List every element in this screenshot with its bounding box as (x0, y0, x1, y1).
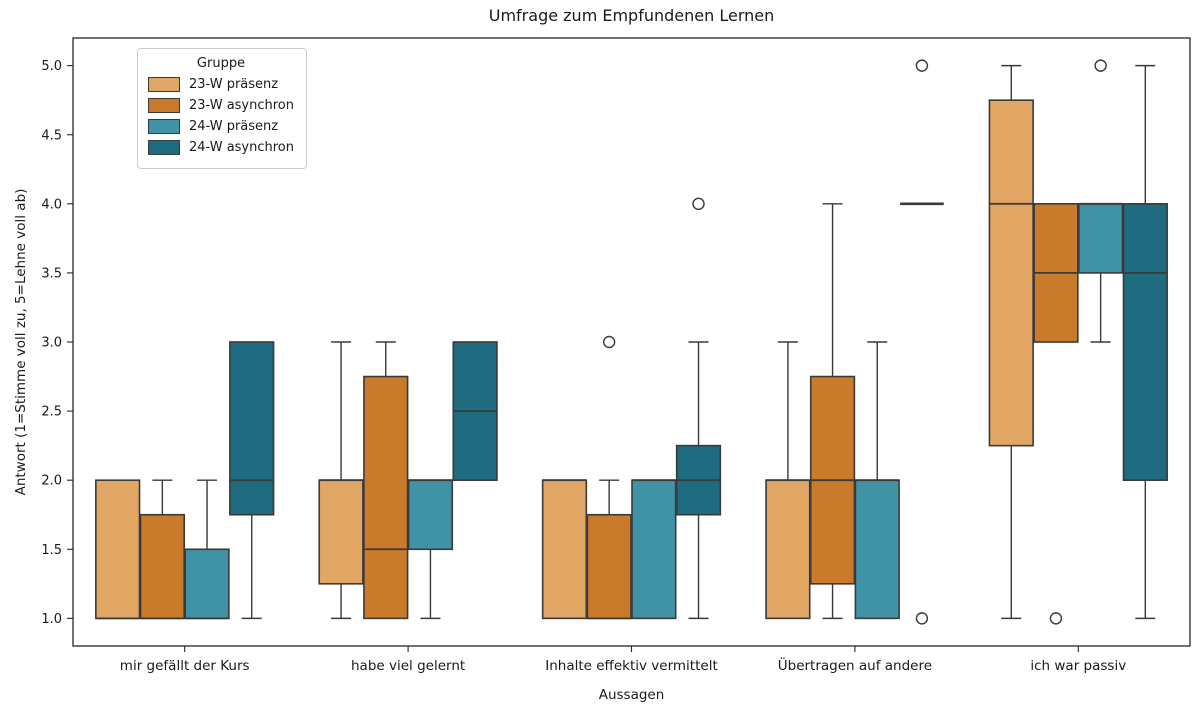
y-tick-label: 4.5 (41, 128, 62, 143)
legend-title: Gruppe (196, 56, 246, 71)
box (95, 479, 141, 620)
x-tick-label: mir gefällt der Kurs (120, 658, 250, 674)
box (363, 375, 409, 620)
x-tick-label: habe viel gelernt (351, 658, 465, 674)
legend-items: 23-W präsenz 23-W asynchron 24-W präsenz 24… (148, 77, 294, 155)
legend: Gruppe 23-W präsenz 23-W asynchron 24-W pr… (137, 48, 308, 169)
outlier-point (692, 197, 705, 211)
box (407, 479, 454, 551)
box (988, 99, 1034, 447)
box (854, 479, 900, 620)
legend-swatch (148, 119, 180, 134)
box (184, 548, 230, 620)
box (139, 513, 186, 620)
y-tick-label: 2.5 (41, 405, 62, 420)
y-tick-label: 1.0 (41, 612, 62, 627)
y-axis-label: Antwort (1=Stimme voll zu, 5=Lehne voll … (13, 188, 29, 496)
legend-item: 24-W präsenz (148, 119, 294, 134)
box (586, 513, 632, 620)
legend-item: 24-W asynchron (148, 140, 294, 155)
axes-frame (72, 37, 1191, 647)
legend-label: 23-W asynchron (189, 98, 295, 113)
outlier-point (1094, 59, 1107, 72)
y-tick-label: 2.0 (41, 474, 62, 489)
y-tick-label: 1.5 (41, 543, 62, 558)
outlier-point (602, 335, 616, 349)
y-tick-label: 3.5 (41, 266, 62, 281)
y-tick-label: 5.0 (41, 59, 62, 74)
x-axis-label: Aussagen (598, 687, 665, 703)
legend-swatch (148, 140, 180, 155)
legend-item: 23-W asynchron (148, 98, 294, 113)
x-tick-label: Inhalte effektiv vermittelt (545, 658, 718, 674)
outlier-point (1049, 612, 1063, 625)
legend-label: 23-W präsenz (189, 77, 279, 92)
box (631, 479, 677, 620)
legend-label: 24-W asynchron (189, 140, 295, 155)
legend-swatch (148, 98, 180, 113)
outlier-point (915, 612, 929, 625)
outlier-point (915, 59, 929, 72)
y-tick-label: 3.0 (41, 336, 62, 351)
box (1122, 203, 1168, 481)
x-tick-label: ich war passiv (1030, 658, 1126, 674)
y-tick-label: 4.0 (41, 197, 62, 212)
box (229, 341, 275, 516)
chart-title: Umfrage zum Empfundenen Lernen (488, 6, 775, 25)
legend-swatch (148, 77, 180, 92)
box (1078, 203, 1124, 274)
legend-label: 24-W präsenz (189, 119, 279, 134)
box (541, 479, 588, 620)
box (318, 479, 364, 585)
box (765, 479, 811, 620)
legend-item: 23-W präsenz (148, 77, 294, 92)
x-tick-label: Übertragen auf andere (778, 656, 932, 674)
